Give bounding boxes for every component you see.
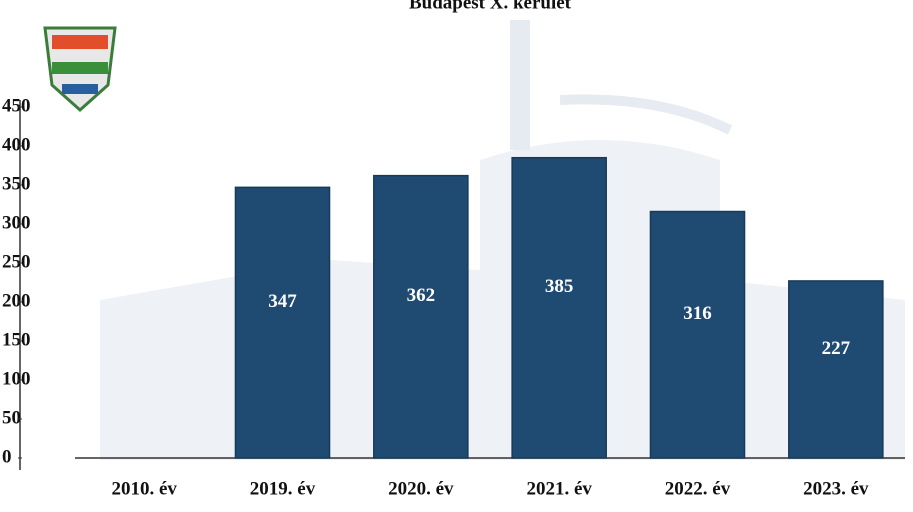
y-tick-label: 250 [2, 251, 31, 272]
y-tick-label: 100 [2, 368, 31, 389]
value-label: 362 [407, 285, 436, 306]
value-label: 316 [683, 303, 712, 324]
bar [373, 174, 469, 459]
x-tick-label: 2023. év [803, 478, 869, 499]
police-badge [43, 26, 117, 113]
background-decoration [100, 20, 905, 460]
y-tick-label: 50 [2, 407, 21, 428]
y-tick-label: 350 [2, 173, 31, 194]
value-label: 385 [545, 276, 574, 297]
y-tick-label: 200 [2, 290, 31, 311]
value-label: 227 [822, 338, 851, 359]
x-tick-label: 2010. év [111, 478, 177, 499]
x-tick-label: 2019. év [250, 478, 316, 499]
y-tick-label: 150 [2, 329, 31, 350]
y-tick-label: 300 [2, 212, 31, 233]
bar [511, 156, 607, 459]
y-tick-label: 450 [2, 95, 31, 116]
x-tick-label: 2020. év [388, 478, 454, 499]
bar [234, 186, 331, 459]
bar [649, 210, 746, 459]
chart-title: Budapest X. kerület [409, 0, 572, 13]
y-tick-label: 400 [2, 134, 31, 155]
x-tick-label: 2022. év [665, 478, 731, 499]
y-tick-label: 0 [2, 446, 12, 467]
bar [788, 280, 884, 459]
value-label: 347 [268, 291, 297, 312]
x-tick-label: 2021. év [526, 478, 592, 499]
